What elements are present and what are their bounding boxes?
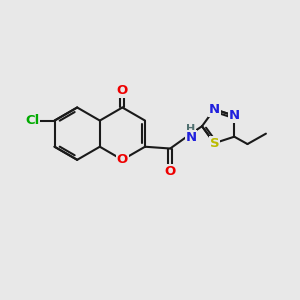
Text: H: H [186, 124, 196, 134]
Text: O: O [165, 165, 176, 178]
Text: O: O [117, 153, 128, 166]
Text: Cl: Cl [25, 114, 39, 127]
Text: N: N [185, 131, 197, 144]
Text: S: S [209, 137, 219, 150]
Text: O: O [117, 84, 128, 97]
Text: N: N [209, 103, 220, 116]
Text: N: N [229, 109, 240, 122]
